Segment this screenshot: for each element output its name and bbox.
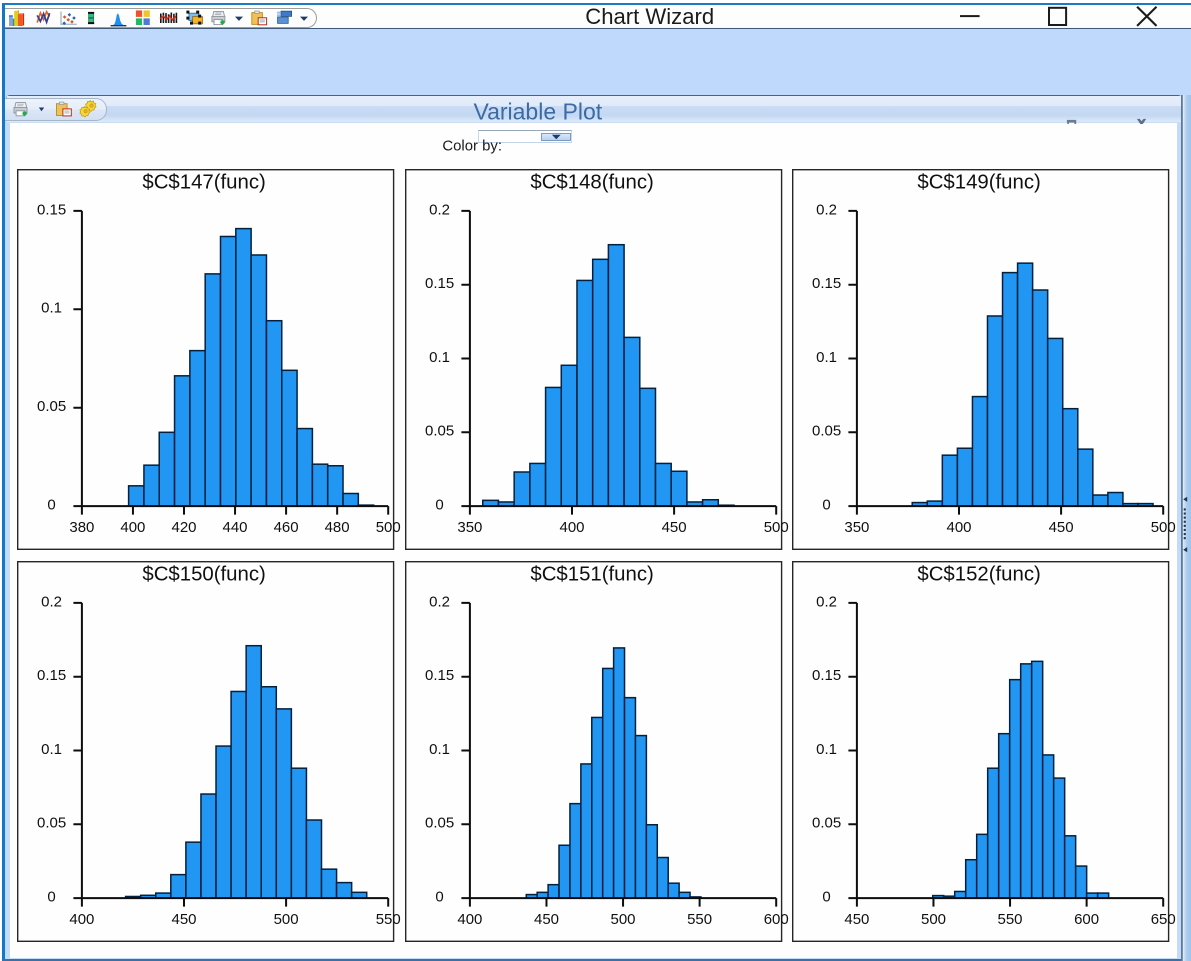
svg-text:650: 650: [1151, 910, 1176, 927]
svg-text:450: 450: [171, 910, 196, 927]
svg-text:0.15: 0.15: [425, 667, 454, 684]
svg-text:$C$147(func): $C$147(func): [142, 171, 265, 193]
svg-text:500: 500: [921, 910, 946, 927]
svg-text:450: 450: [1049, 519, 1074, 536]
svg-text:0.05: 0.05: [37, 814, 66, 831]
svg-text:0.05: 0.05: [812, 814, 841, 831]
svg-text:0.15: 0.15: [425, 275, 454, 292]
svg-text:600: 600: [763, 910, 788, 927]
svg-text:400: 400: [946, 519, 971, 536]
svg-text:Chart Wizard: Chart Wizard: [585, 4, 714, 29]
svg-text:380: 380: [69, 519, 94, 536]
svg-text:550: 550: [997, 910, 1022, 927]
svg-text:0: 0: [435, 888, 443, 905]
svg-text:0.2: 0.2: [816, 201, 837, 218]
svg-text:0: 0: [435, 496, 443, 513]
svg-text:480: 480: [324, 519, 349, 536]
svg-text:550: 550: [376, 910, 401, 927]
svg-text:0.2: 0.2: [41, 593, 62, 610]
svg-text:550: 550: [687, 910, 712, 927]
svg-text:0.15: 0.15: [812, 667, 841, 684]
svg-text:Variable Plot: Variable Plot: [473, 98, 602, 124]
svg-text:400: 400: [69, 910, 94, 927]
svg-text:350: 350: [457, 519, 482, 536]
svg-text:0.05: 0.05: [425, 423, 454, 440]
svg-text:0: 0: [822, 888, 830, 905]
svg-text:0.1: 0.1: [429, 740, 450, 757]
svg-text:0: 0: [822, 496, 830, 513]
svg-text:440: 440: [222, 519, 247, 536]
svg-text:500: 500: [376, 519, 401, 536]
svg-text:450: 450: [661, 519, 686, 536]
svg-text:0.15: 0.15: [812, 275, 841, 292]
svg-text:0.1: 0.1: [816, 349, 837, 366]
svg-text:0.2: 0.2: [429, 593, 450, 610]
svg-text:0.2: 0.2: [816, 593, 837, 610]
svg-text:450: 450: [534, 910, 559, 927]
svg-text:600: 600: [1074, 910, 1099, 927]
svg-text:0: 0: [47, 888, 55, 905]
svg-text:0.05: 0.05: [425, 814, 454, 831]
svg-text:500: 500: [763, 519, 788, 536]
svg-text:0.1: 0.1: [816, 740, 837, 757]
svg-text:500: 500: [273, 910, 298, 927]
svg-text:Color by:: Color by:: [442, 139, 502, 155]
svg-text:$C$148(func): $C$148(func): [530, 171, 653, 193]
svg-text:0: 0: [47, 496, 55, 513]
svg-text:$C$149(func): $C$149(func): [917, 171, 1040, 193]
svg-text:0.15: 0.15: [37, 667, 66, 684]
svg-text:0.2: 0.2: [429, 201, 450, 218]
svg-text:0.1: 0.1: [41, 300, 62, 317]
svg-text:500: 500: [1151, 519, 1176, 536]
svg-text:0.1: 0.1: [429, 349, 450, 366]
svg-text:0.05: 0.05: [812, 423, 841, 440]
svg-text:400: 400: [457, 910, 482, 927]
svg-text:420: 420: [171, 519, 196, 536]
svg-text:460: 460: [273, 519, 298, 536]
svg-text:$C$150(func): $C$150(func): [142, 563, 265, 585]
svg-text:0.1: 0.1: [41, 740, 62, 757]
svg-text:350: 350: [844, 519, 869, 536]
svg-text:0.15: 0.15: [37, 201, 66, 218]
svg-text:450: 450: [844, 910, 869, 927]
svg-text:400: 400: [120, 519, 145, 536]
svg-text:500: 500: [610, 910, 635, 927]
svg-text:$C$152(func): $C$152(func): [917, 563, 1040, 585]
svg-text:0.05: 0.05: [37, 398, 66, 415]
svg-text:400: 400: [559, 519, 584, 536]
svg-text:$C$151(func): $C$151(func): [530, 563, 653, 585]
